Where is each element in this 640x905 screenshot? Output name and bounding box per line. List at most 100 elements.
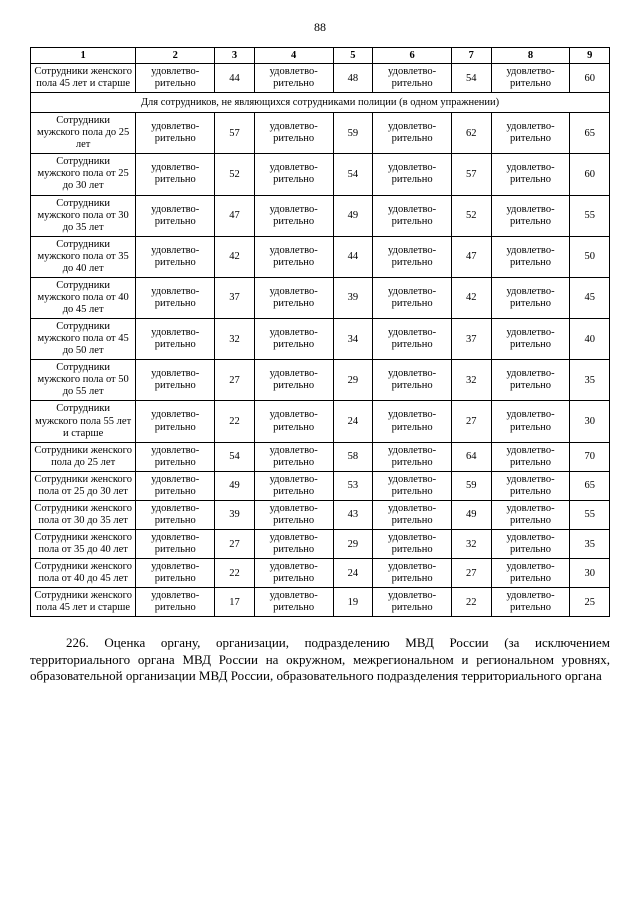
col-header: 7: [452, 48, 491, 64]
rating-cell: удовлетво-рительно: [136, 319, 215, 360]
rating-cell: удовлетво-рительно: [254, 195, 333, 236]
value-cell: 57: [215, 113, 254, 154]
value-cell: 27: [452, 559, 491, 588]
rating-cell: удовлетво-рительно: [373, 530, 452, 559]
standards-table: 123456789 Сотрудники женского пола 45 ле…: [30, 47, 610, 617]
table-row: Сотрудники женского пола от 40 до 45 лет…: [31, 559, 610, 588]
table-row: Сотрудники мужского пола от 25 до 30 лет…: [31, 154, 610, 195]
rating-cell: удовлетво-рительно: [136, 113, 215, 154]
category-cell: Сотрудники женского пола до 25 лет: [31, 442, 136, 471]
value-cell: 45: [570, 277, 610, 318]
value-cell: 39: [215, 500, 254, 529]
rating-cell: удовлетво-рительно: [373, 401, 452, 442]
rating-cell: удовлетво-рительно: [136, 277, 215, 318]
spanner-cell: Для сотрудников, не являющихся сотрудник…: [31, 93, 610, 113]
rating-cell: удовлетво-рительно: [373, 442, 452, 471]
value-cell: 54: [333, 154, 372, 195]
category-cell: Сотрудники женского пола 45 лет и старше: [31, 64, 136, 93]
value-cell: 37: [215, 277, 254, 318]
table-row: Сотрудники женского пола от 30 до 35 лет…: [31, 500, 610, 529]
page-number: 88: [30, 20, 610, 35]
col-header: 1: [31, 48, 136, 64]
rating-cell: удовлетво-рительно: [136, 559, 215, 588]
table-row: Сотрудники мужского пола от 50 до 55 лет…: [31, 360, 610, 401]
value-cell: 50: [570, 236, 610, 277]
value-cell: 65: [570, 471, 610, 500]
rating-cell: удовлетво-рительно: [373, 319, 452, 360]
value-cell: 57: [452, 154, 491, 195]
rating-cell: удовлетво-рительно: [491, 277, 570, 318]
col-header: 4: [254, 48, 333, 64]
rating-cell: удовлетво-рительно: [491, 559, 570, 588]
value-cell: 17: [215, 588, 254, 617]
rating-cell: удовлетво-рительно: [136, 500, 215, 529]
table-row: Сотрудники женского пола 45 лет и старше…: [31, 588, 610, 617]
rating-cell: удовлетво-рительно: [373, 500, 452, 529]
value-cell: 49: [333, 195, 372, 236]
value-cell: 59: [452, 471, 491, 500]
category-cell: Сотрудники женского пола от 30 до 35 лет: [31, 500, 136, 529]
value-cell: 55: [570, 500, 610, 529]
rating-cell: удовлетво-рительно: [136, 530, 215, 559]
rating-cell: удовлетво-рительно: [491, 319, 570, 360]
rating-cell: удовлетво-рительно: [491, 588, 570, 617]
value-cell: 47: [452, 236, 491, 277]
value-cell: 49: [215, 471, 254, 500]
category-cell: Сотрудники женского пола от 25 до 30 лет: [31, 471, 136, 500]
value-cell: 62: [452, 113, 491, 154]
rating-cell: удовлетво-рительно: [491, 401, 570, 442]
value-cell: 49: [452, 500, 491, 529]
value-cell: 42: [215, 236, 254, 277]
category-cell: Сотрудники мужского пола от 30 до 35 лет: [31, 195, 136, 236]
category-cell: Сотрудники мужского пола от 45 до 50 лет: [31, 319, 136, 360]
category-cell: Сотрудники мужского пола 55 лет и старше: [31, 401, 136, 442]
value-cell: 29: [333, 360, 372, 401]
table-row: Сотрудники мужского пола от 40 до 45 лет…: [31, 277, 610, 318]
value-cell: 47: [215, 195, 254, 236]
table-header-row: 123456789: [31, 48, 610, 64]
value-cell: 55: [570, 195, 610, 236]
value-cell: 24: [333, 559, 372, 588]
value-cell: 65: [570, 113, 610, 154]
table-row: Сотрудники мужского пола от 35 до 40 лет…: [31, 236, 610, 277]
body-paragraph: 226. Оценка органу, организации, подразд…: [30, 635, 610, 684]
value-cell: 30: [570, 559, 610, 588]
rating-cell: удовлетво-рительно: [373, 360, 452, 401]
value-cell: 35: [570, 360, 610, 401]
category-cell: Сотрудники мужского пола до 25 лет: [31, 113, 136, 154]
rating-cell: удовлетво-рительно: [491, 442, 570, 471]
rating-cell: удовлетво-рительно: [136, 471, 215, 500]
rating-cell: удовлетво-рительно: [254, 277, 333, 318]
value-cell: 27: [215, 530, 254, 559]
rating-cell: удовлетво-рительно: [136, 401, 215, 442]
table-row: Сотрудники мужского пола от 45 до 50 лет…: [31, 319, 610, 360]
value-cell: 54: [215, 442, 254, 471]
rating-cell: удовлетво-рительно: [254, 360, 333, 401]
rating-cell: удовлетво-рительно: [491, 64, 570, 93]
value-cell: 54: [452, 64, 491, 93]
value-cell: 22: [215, 559, 254, 588]
rating-cell: удовлетво-рительно: [254, 471, 333, 500]
value-cell: 59: [333, 113, 372, 154]
rating-cell: удовлетво-рительно: [136, 360, 215, 401]
category-cell: Сотрудники женского пола 45 лет и старше: [31, 588, 136, 617]
rating-cell: удовлетво-рительно: [254, 559, 333, 588]
category-cell: Сотрудники мужского пола от 25 до 30 лет: [31, 154, 136, 195]
rating-cell: удовлетво-рительно: [373, 277, 452, 318]
rating-cell: удовлетво-рительно: [373, 113, 452, 154]
rating-cell: удовлетво-рительно: [254, 588, 333, 617]
rating-cell: удовлетво-рительно: [373, 154, 452, 195]
rating-cell: удовлетво-рительно: [491, 195, 570, 236]
rating-cell: удовлетво-рительно: [254, 401, 333, 442]
value-cell: 52: [215, 154, 254, 195]
rating-cell: удовлетво-рительно: [136, 236, 215, 277]
category-cell: Сотрудники мужского пола от 50 до 55 лет: [31, 360, 136, 401]
rating-cell: удовлетво-рительно: [491, 236, 570, 277]
value-cell: 29: [333, 530, 372, 559]
rating-cell: удовлетво-рительно: [254, 113, 333, 154]
table-row: Сотрудники мужского пола 55 лет и старше…: [31, 401, 610, 442]
rating-cell: удовлетво-рительно: [254, 236, 333, 277]
table-row: Сотрудники женского пола от 35 до 40 лет…: [31, 530, 610, 559]
value-cell: 37: [452, 319, 491, 360]
table-row: Сотрудники мужского пола до 25 летудовле…: [31, 113, 610, 154]
